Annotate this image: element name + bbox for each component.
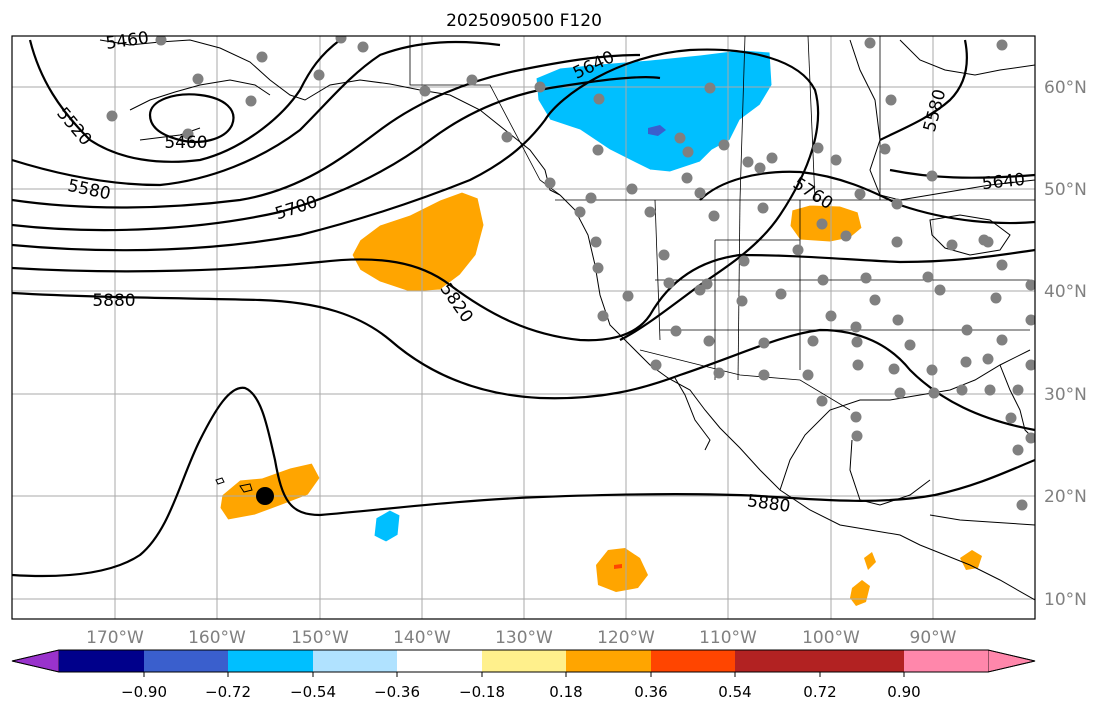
lon-tick-label: 130°W (495, 628, 553, 648)
colorbar-ticks (143, 672, 905, 677)
lat-tick-label: 40°N (1044, 282, 1087, 302)
strong-negative-core (648, 125, 666, 136)
lat-tick-label: 60°N (1044, 78, 1087, 98)
colorbar-segment (651, 650, 735, 672)
lon-tick-label: 140°W (393, 628, 451, 648)
lon-tick-label: 150°W (291, 628, 349, 648)
map-title: 2025090500 F120 (446, 11, 602, 31)
contour-label: 5820 (435, 280, 476, 327)
strong-positive-core (614, 564, 622, 569)
contour-label: 5880 (746, 491, 792, 517)
colorbar-tick-label: −0.18 (459, 683, 505, 701)
lon-tick-label: 120°W (597, 628, 655, 648)
height-contours (12, 39, 1035, 578)
colorbar-tick-label: −0.72 (205, 683, 251, 701)
colorbar-segment (482, 650, 566, 672)
contour-5760 (12, 48, 820, 341)
contour-5760-east (699, 170, 1035, 225)
colorbar-max-extend (987, 649, 1036, 673)
colorbar-min-extend (11, 649, 60, 673)
map-frame (11, 35, 1036, 620)
lon-tick-label: 170°W (86, 628, 144, 648)
colorbar-tick-label: −0.54 (290, 683, 336, 701)
contour-label: 5460 (164, 133, 207, 153)
positive-anomaly-mexico-a (850, 580, 870, 606)
colorbar-segment (144, 650, 228, 672)
contour-5700 (12, 76, 661, 232)
lon-tick-label: 160°W (188, 628, 246, 648)
colorbar-outline (11, 649, 1036, 673)
colorbar-tick-label: −0.90 (121, 683, 167, 701)
positive-anomaly-pacific (351, 191, 485, 293)
contour-5460-low (148, 93, 235, 143)
contour-label: 5700 (273, 192, 320, 224)
contour-label: 5580 (920, 87, 951, 134)
colorbar-segment (228, 650, 313, 672)
hawaii-station-marker (256, 487, 274, 505)
contour-5580-west (12, 40, 501, 187)
station-points (106, 36, 1035, 511)
graticule (12, 36, 1035, 619)
colorbar-segment (59, 650, 144, 672)
positive-anomaly-tropics (596, 548, 648, 592)
lat-tick-label: 50°N (1044, 180, 1087, 200)
lat-tick-label: 20°N (1044, 487, 1087, 507)
colorbar-segment (904, 650, 988, 672)
contour-label: 5520 (52, 104, 95, 150)
colorbar-tick-label: 0.18 (549, 683, 582, 701)
contour-label: 5460 (104, 28, 150, 54)
colorbar-segment (735, 650, 820, 672)
contour-label: 5880 (92, 291, 135, 311)
anomaly-fills (219, 49, 982, 606)
colorbar-segment (566, 650, 651, 672)
colorbar-segment (397, 650, 482, 672)
lon-tick-label: 110°W (699, 628, 757, 648)
contour-5580-east (879, 39, 968, 141)
positive-anomaly-mexico-b (864, 552, 876, 570)
lat-tick-label: 30°N (1044, 385, 1087, 405)
contour-5880-north (12, 291, 1035, 432)
lon-tick-label: 100°W (802, 628, 860, 648)
latitude-labels: 10°N 20°N 30°N 40°N 50°N 60°N (1044, 78, 1087, 610)
borders (409, 36, 1035, 411)
contour-5640-east (889, 168, 1035, 179)
colorbar-segment-pink (820, 650, 904, 672)
colorbar: −0.90 −0.72 −0.54 −0.36 −0.18 0.18 0.36 … (11, 649, 1036, 701)
colorbar-tick-label: 0.90 (887, 683, 920, 701)
colorbar-segment (313, 650, 397, 672)
contour-5820 (12, 248, 1035, 342)
contour-5640 (12, 53, 641, 209)
negative-anomaly-small (373, 509, 401, 543)
positive-anomaly-honduras (960, 550, 982, 570)
contour-label: 5640 (981, 170, 1026, 194)
colorbar-tick-label: −0.36 (374, 683, 420, 701)
lon-tick-label: 90°W (910, 628, 957, 648)
colorbar-tick-label: 0.72 (803, 683, 836, 701)
longitude-labels: 170°W 160°W 150°W 140°W 130°W 120°W 110°… (86, 628, 957, 648)
coastlines (99, 39, 1035, 601)
contour-5520 (28, 39, 341, 163)
colorbar-tick-label: 0.36 (634, 683, 667, 701)
lat-tick-label: 10°N (1044, 590, 1087, 610)
colorbar-tick-label: 0.54 (718, 683, 751, 701)
contour-5880-south (12, 386, 1035, 578)
